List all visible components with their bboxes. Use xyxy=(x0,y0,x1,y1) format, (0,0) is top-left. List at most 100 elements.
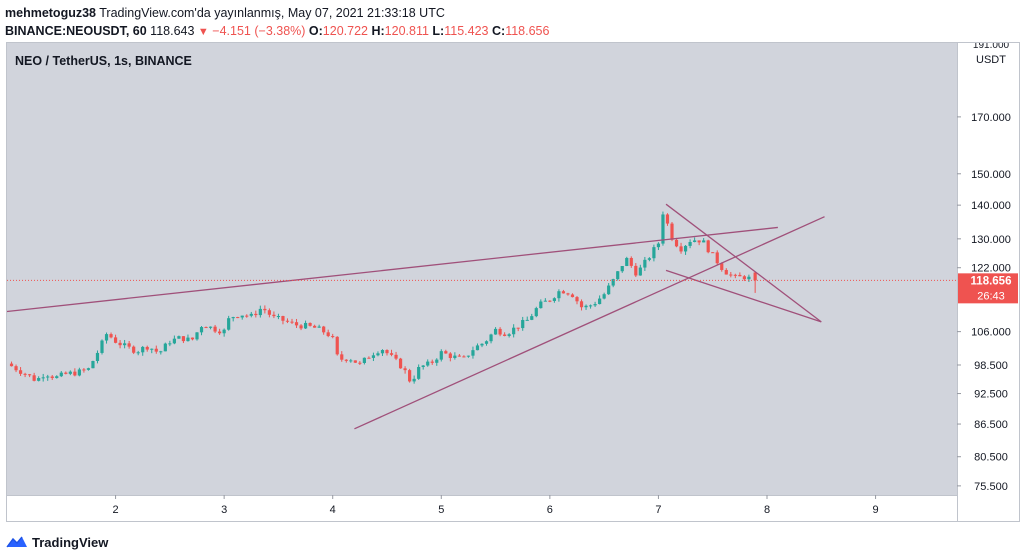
candle-up xyxy=(276,316,281,318)
candle-down xyxy=(50,376,54,379)
candle-down xyxy=(285,320,290,322)
candle-up xyxy=(435,359,439,363)
candle-up xyxy=(100,340,104,353)
candle-up xyxy=(376,353,380,356)
candle-down xyxy=(335,336,339,355)
x-tick-label: 9 xyxy=(873,504,879,516)
candle-down xyxy=(127,343,131,347)
trendline[interactable] xyxy=(354,216,825,430)
x-tick-label: 2 xyxy=(113,504,119,516)
candle-up xyxy=(231,317,235,319)
candle-up xyxy=(525,319,529,321)
candle-up xyxy=(208,326,213,328)
candle-down xyxy=(290,321,294,323)
candle-up xyxy=(688,241,692,246)
candle-down xyxy=(299,325,303,329)
candle-down xyxy=(132,346,136,353)
y-tick-label: 92.500 xyxy=(974,389,1008,401)
candle-up xyxy=(683,245,688,252)
candle-up xyxy=(620,265,624,272)
candle-up xyxy=(693,240,697,242)
candle-up xyxy=(557,291,561,299)
candle-down xyxy=(272,314,276,317)
candle-up xyxy=(168,343,172,345)
candle-down xyxy=(462,356,466,358)
candle-down xyxy=(548,300,552,302)
candle-up xyxy=(543,300,547,302)
candle-down xyxy=(82,369,86,371)
y-tick-label: 75.500 xyxy=(974,481,1008,493)
candle-down xyxy=(18,370,23,374)
candle-up xyxy=(46,376,50,378)
y-tick-label: 140.000 xyxy=(971,200,1011,212)
trendline[interactable] xyxy=(7,226,778,313)
candle-up xyxy=(638,267,642,276)
low-value: 115.423 xyxy=(444,24,489,38)
candle-up xyxy=(141,346,145,353)
candle-up xyxy=(475,345,480,351)
candle-up xyxy=(656,243,661,248)
y-tick-label: 150.000 xyxy=(971,169,1011,181)
candle-up xyxy=(489,334,493,342)
candle-down xyxy=(263,308,267,311)
candle-down xyxy=(367,357,371,359)
tradingview-logo-icon[interactable] xyxy=(6,535,28,549)
trendline[interactable] xyxy=(665,203,822,323)
candle-up xyxy=(702,240,706,243)
candle-down xyxy=(579,301,584,308)
last-price-box xyxy=(958,273,1018,304)
open-value: 120.722 xyxy=(322,24,368,38)
symbol-label: BINANCE:NEOUSDT, 60 xyxy=(5,24,147,38)
candle-down xyxy=(665,214,670,224)
candle-up xyxy=(249,313,253,316)
candle-up xyxy=(507,334,511,336)
y-tick-label: 106.000 xyxy=(971,327,1011,339)
candle-down xyxy=(444,351,448,354)
candle-down xyxy=(561,291,566,294)
candle-up xyxy=(362,357,366,363)
candle-up xyxy=(480,343,484,346)
candle-down xyxy=(503,334,507,336)
candle-up xyxy=(453,355,457,358)
chart-title: NEO / TetherUS, 1s, BINANCE xyxy=(15,54,192,68)
last-price: 118.643 xyxy=(150,24,195,38)
chart-header: mehmetoguz38 TradingView.com'da yayınlan… xyxy=(5,4,549,41)
candle-down xyxy=(566,293,570,295)
y-tick-label-partial: 191.000 xyxy=(973,43,1010,51)
author-name[interactable]: mehmetoguz38 xyxy=(5,6,96,20)
price-chart[interactable]: 170.000 150.000 140.000 130.000 122.000 106.0… xyxy=(7,43,1019,521)
candle-down xyxy=(118,342,122,346)
candle-down xyxy=(353,360,357,363)
candle-down xyxy=(313,325,317,328)
price-change: −4.151 (−3.38%) xyxy=(212,24,306,38)
publish-line: mehmetoguz38 TradingView.com'da yayınlan… xyxy=(5,4,549,22)
candle-down xyxy=(308,322,312,326)
candle-down xyxy=(706,240,710,253)
bar-countdown-label: 26:43 xyxy=(977,290,1005,302)
x-tick-label: 6 xyxy=(547,504,553,516)
candle-up xyxy=(466,355,471,357)
candle-down xyxy=(331,336,335,338)
candle-down xyxy=(408,370,412,382)
candle-down xyxy=(575,297,579,302)
candle-up xyxy=(68,371,72,374)
candle-down xyxy=(236,317,240,319)
tradingview-brand[interactable]: TradingView xyxy=(32,534,109,550)
candle-up xyxy=(59,372,63,377)
candle-down xyxy=(733,274,737,276)
candle-down xyxy=(340,354,344,360)
y-axis-unit: USDT xyxy=(976,54,1006,66)
candle-down xyxy=(190,337,195,340)
candle-up xyxy=(303,322,308,329)
candle-down xyxy=(697,240,701,243)
candle-down xyxy=(73,371,77,376)
trendline[interactable] xyxy=(665,269,822,323)
candle-up xyxy=(602,294,606,299)
candle-down xyxy=(715,252,719,264)
candle-up xyxy=(380,350,385,354)
chart-frame[interactable]: 170.000 150.000 140.000 130.000 122.000 106.0… xyxy=(6,42,1020,522)
candle-up xyxy=(317,326,321,328)
time-axis-background xyxy=(7,495,957,521)
candle-down xyxy=(204,327,208,329)
candle-down xyxy=(711,252,715,254)
